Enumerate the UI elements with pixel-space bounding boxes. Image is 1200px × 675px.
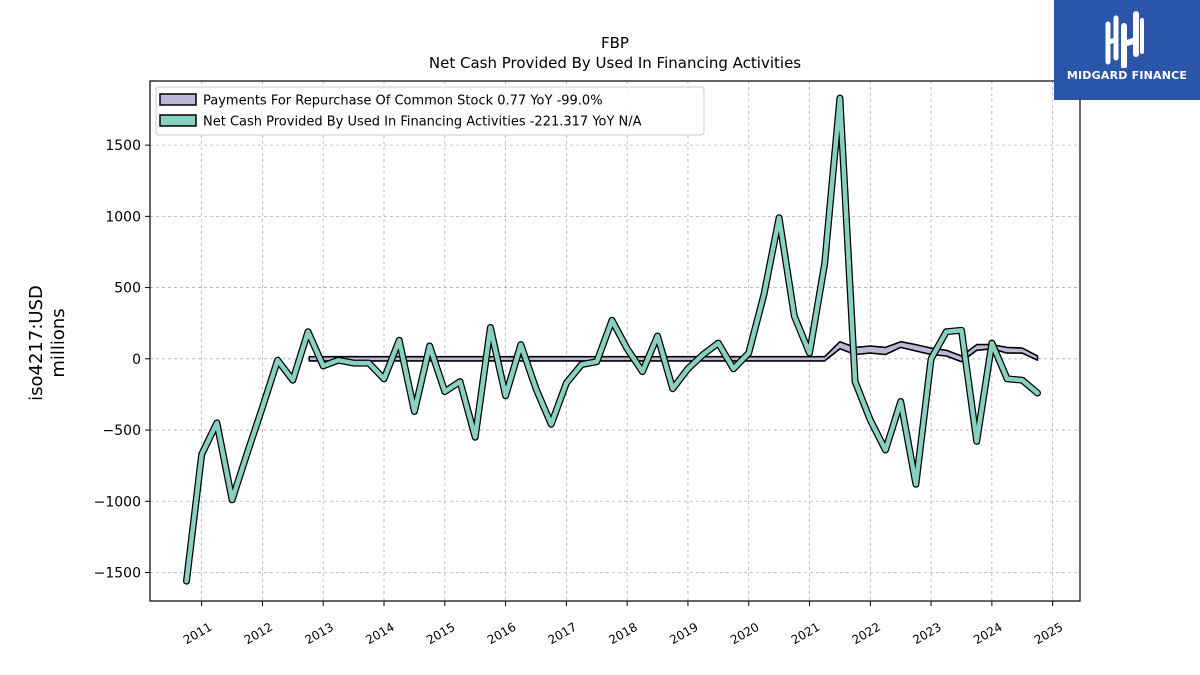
legend-box [155,86,705,136]
y-tick-label: 1500 [105,138,141,154]
y-tick-label: −1000 [94,494,141,510]
legend-label-net-cash: Net Cash Provided By Used In Financing A… [203,115,642,130]
plot-frame [149,80,1081,602]
y-tick-label: −1500 [94,566,141,582]
chart-subtitle: Net Cash Provided By Used In Financing A… [429,54,801,72]
x-tick-label: 2013 [303,620,336,647]
legend-label-repurchase: Payments For Repurchase Of Common Stock … [203,94,603,109]
series-repurchase-band [308,340,1039,363]
x-tick-label: 2022 [850,620,883,647]
legend-swatch-net-cash [159,114,197,127]
brand-logo: MIDGARD FINANCE [1054,0,1200,100]
chart-title: FBP [601,34,629,52]
x-tick-label: 2019 [667,620,700,647]
y-axis-label-line-2: millions [48,308,69,377]
y-tick-label: −500 [103,423,141,439]
x-tick-label: 2025 [1032,620,1065,647]
x-tick-label: 2017 [546,620,579,647]
x-tick-label: 2024 [971,620,1004,647]
brand-logo-text: MIDGARD FINANCE [1066,69,1188,82]
x-tick-label: 2018 [606,620,639,647]
y-tick-label: 500 [114,281,141,297]
x-tick-label: 2016 [485,620,518,647]
y-tick-label: 0 [132,352,141,368]
x-tick-label: 2014 [363,620,396,647]
x-tick-label: 2020 [728,620,761,647]
x-tick-label: 2015 [424,620,457,647]
x-tick-label: 2011 [181,620,214,647]
brand-logo-mark-icon [1105,11,1144,68]
x-tick-label: 2012 [242,620,275,647]
x-tick-label: 2021 [789,620,822,647]
y-tick-label: 1000 [105,209,141,225]
x-tick-label: 2023 [910,620,943,647]
series-net-cash-line [184,95,1040,584]
series-net-cash-outline [183,94,1041,585]
y-axis-label-line-1: iso4217:USD [26,285,47,401]
legend-swatch-repurchase [159,93,197,106]
